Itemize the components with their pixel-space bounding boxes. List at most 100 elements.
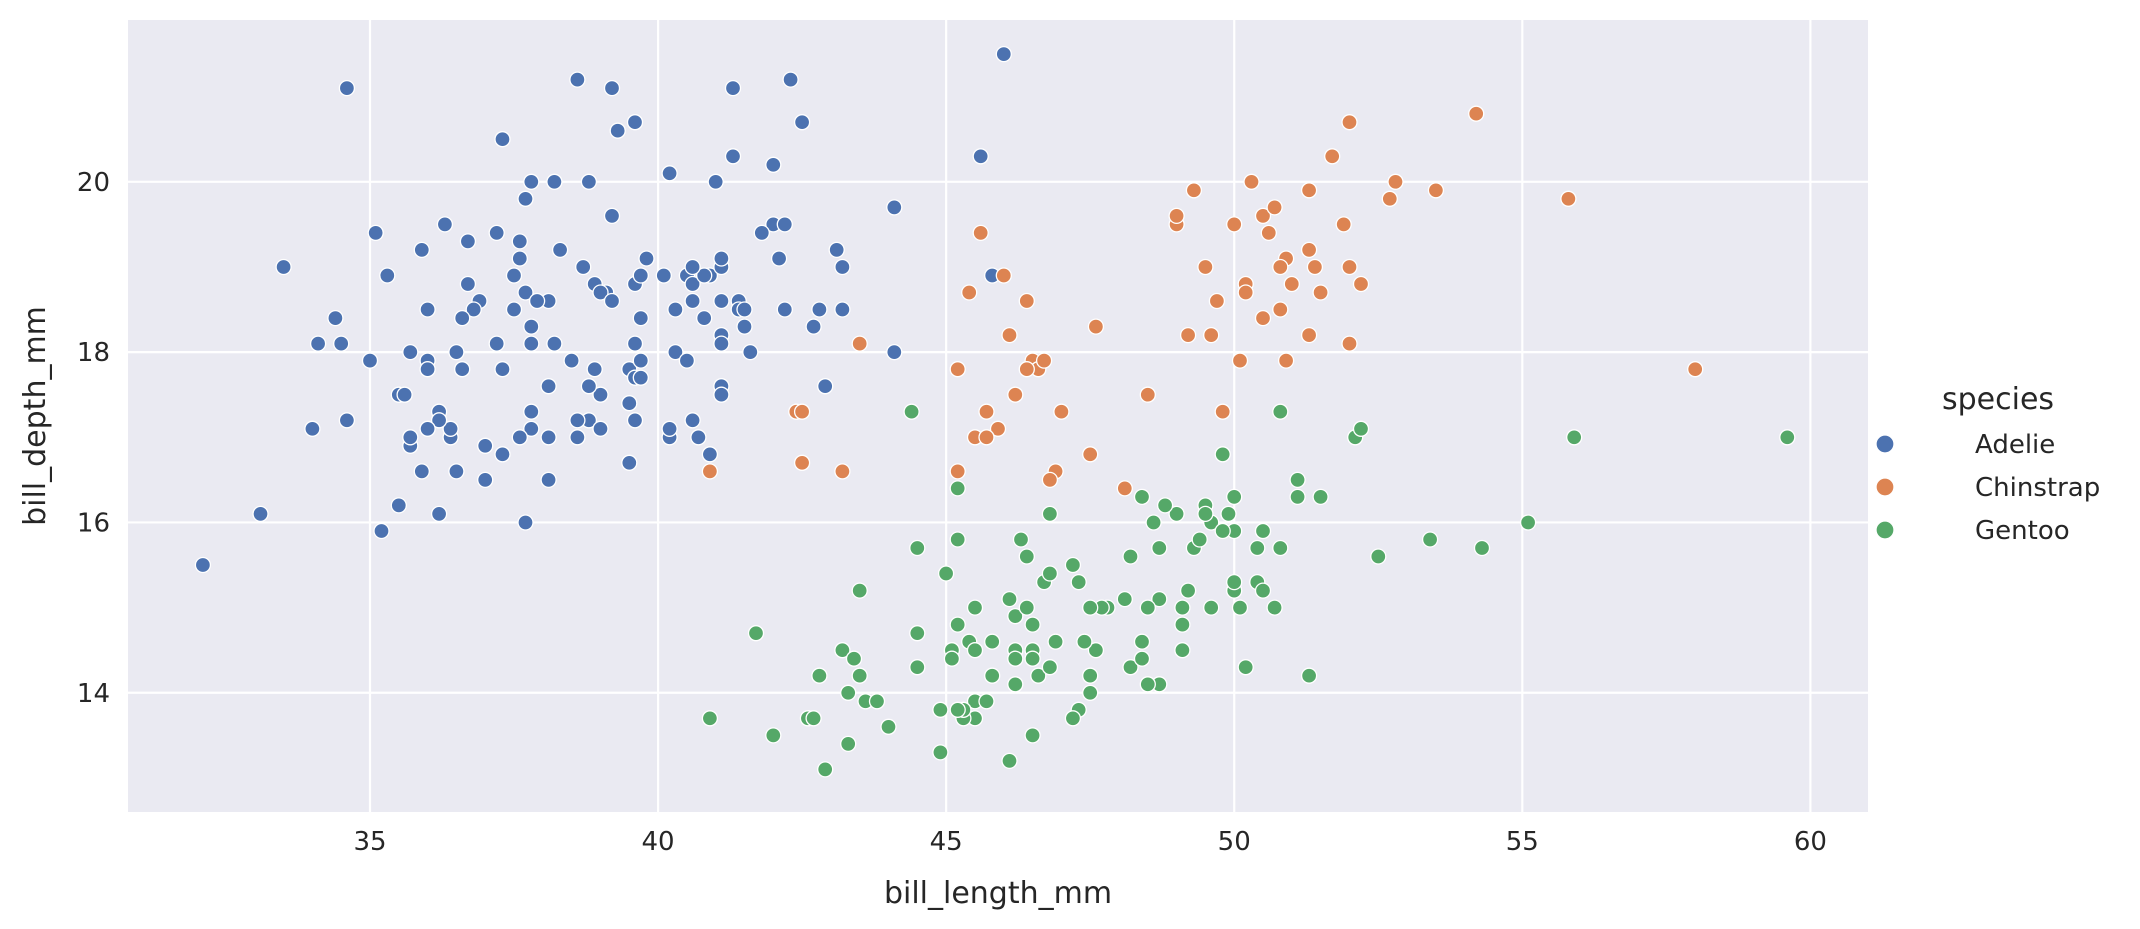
data-point <box>1087 642 1105 659</box>
data-point <box>1519 514 1537 531</box>
data-point <box>1243 173 1260 190</box>
data-point <box>1203 599 1220 616</box>
data-point <box>909 659 926 676</box>
data-point <box>793 454 811 471</box>
data-point <box>448 463 465 480</box>
data-point <box>494 446 511 463</box>
data-point <box>517 284 534 301</box>
data-point <box>1156 497 1174 514</box>
data-point <box>1272 301 1289 318</box>
data-point <box>834 463 851 480</box>
data-point <box>1024 727 1041 744</box>
data-point <box>540 429 557 446</box>
data-point <box>1076 633 1093 650</box>
data-point <box>1289 488 1306 506</box>
data-point <box>632 369 649 386</box>
data-point <box>333 335 350 352</box>
x-tick-label: 40 <box>642 827 675 857</box>
data-point <box>782 71 799 88</box>
data-point <box>1254 207 1272 225</box>
data-point <box>1191 531 1208 548</box>
data-points <box>194 45 1796 778</box>
data-point <box>1145 514 1162 531</box>
data-point <box>1030 667 1047 684</box>
data-point <box>1341 114 1358 131</box>
data-point <box>984 633 1001 650</box>
data-point <box>834 642 851 659</box>
data-point <box>494 361 511 378</box>
data-point <box>396 386 413 403</box>
data-point <box>1473 539 1491 557</box>
data-point <box>1289 471 1306 489</box>
data-point <box>678 352 696 369</box>
data-point <box>477 471 494 489</box>
data-point <box>194 556 212 574</box>
data-point <box>1220 505 1237 523</box>
data-point <box>696 309 713 327</box>
data-point <box>724 79 742 97</box>
data-point <box>1249 539 1266 557</box>
data-point <box>488 224 505 242</box>
data-point <box>1312 284 1329 301</box>
data-point <box>701 446 719 463</box>
data-point <box>505 301 523 318</box>
data-point <box>1254 522 1272 540</box>
data-point <box>626 335 644 352</box>
data-point <box>667 301 684 318</box>
data-point <box>1001 590 1018 608</box>
data-point <box>667 343 684 361</box>
data-point <box>442 420 459 437</box>
data-point <box>546 173 563 190</box>
data-point <box>1139 386 1156 403</box>
data-point <box>1179 582 1197 599</box>
data-point <box>1237 284 1254 301</box>
data-point <box>1214 403 1231 420</box>
data-point <box>909 539 926 557</box>
data-point <box>1133 633 1151 650</box>
legend-entry: Adelie <box>1975 430 2055 460</box>
x-tick-label: 60 <box>1794 827 1827 857</box>
data-point <box>1007 607 1024 625</box>
data-point <box>419 361 436 378</box>
data-point <box>304 420 321 437</box>
data-point <box>845 650 863 667</box>
data-point <box>1324 148 1341 165</box>
data-point <box>909 625 926 642</box>
data-point <box>338 79 356 97</box>
data-point <box>528 292 546 310</box>
data-point <box>805 710 822 727</box>
data-point <box>494 131 511 148</box>
data-point <box>713 250 730 267</box>
data-point <box>275 258 292 276</box>
data-point <box>1151 539 1168 557</box>
data-point <box>713 292 730 310</box>
data-point <box>886 199 903 216</box>
data-point <box>1560 190 1577 207</box>
data-point <box>1226 573 1243 591</box>
data-point <box>684 258 701 276</box>
data-point <box>1254 309 1272 327</box>
data-point <box>523 335 540 352</box>
data-point <box>851 667 868 684</box>
data-point <box>684 275 701 293</box>
data-point <box>949 701 966 718</box>
data-point <box>540 471 557 489</box>
data-point <box>477 437 494 454</box>
data-point <box>966 599 984 616</box>
data-point <box>661 420 678 437</box>
data-point <box>621 454 638 471</box>
data-point <box>1001 326 1018 344</box>
data-point <box>1272 539 1289 557</box>
data-point <box>1300 182 1318 199</box>
data-point <box>338 412 356 429</box>
data-point <box>817 761 834 778</box>
data-point <box>1341 258 1358 276</box>
data-point <box>511 233 528 250</box>
x-tick-label: 55 <box>1506 827 1539 857</box>
tick-labels: 35 40 45 50 55 60 14 16 18 20 <box>77 168 1827 857</box>
data-point <box>1082 599 1099 616</box>
data-point <box>770 250 788 267</box>
data-point <box>1122 548 1139 565</box>
data-point <box>1064 556 1082 574</box>
data-point <box>1300 241 1318 259</box>
